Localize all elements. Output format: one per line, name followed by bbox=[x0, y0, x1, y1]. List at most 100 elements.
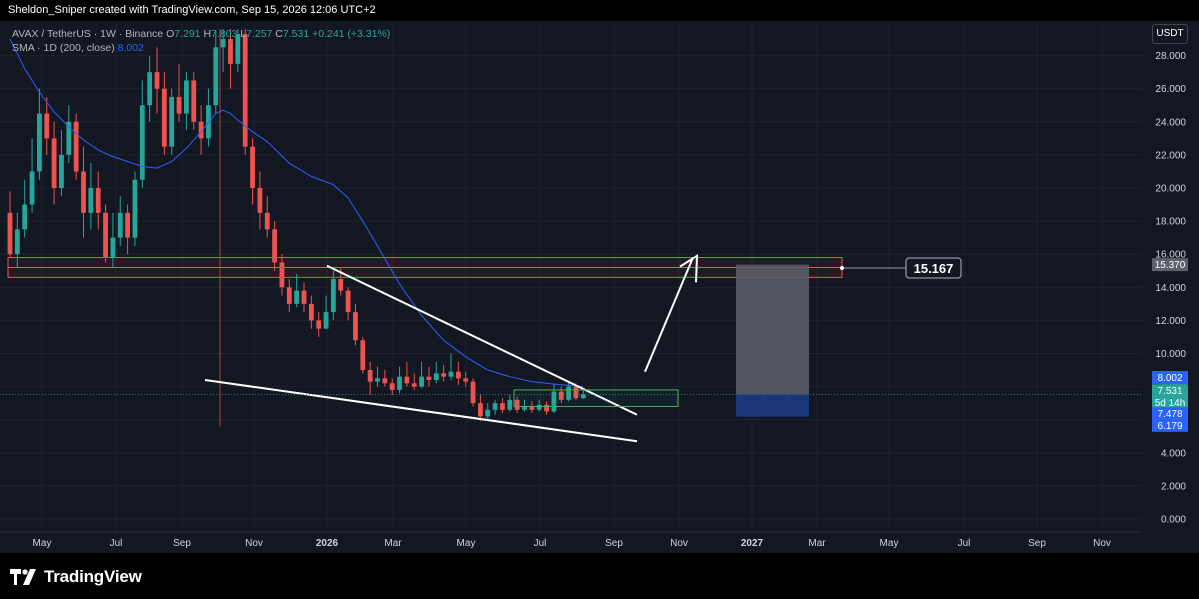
candle-body bbox=[132, 179, 138, 238]
candle-body bbox=[44, 113, 50, 139]
chart-legend: AVAX / TetherUS · 1W · Binance O7.291 H7… bbox=[12, 27, 390, 55]
tradingview-logo-icon bbox=[10, 569, 36, 585]
candle-body bbox=[103, 212, 108, 258]
candle-body bbox=[500, 403, 505, 410]
candle-body bbox=[51, 138, 57, 188]
sma-line bbox=[9, 38, 584, 388]
time-tick-label: Jul bbox=[110, 538, 123, 549]
time-tick-label: 2026 bbox=[316, 538, 339, 549]
candle-body bbox=[294, 290, 300, 304]
price-axis-bg bbox=[1142, 21, 1199, 553]
price-tick-label: 14.000 bbox=[1155, 283, 1186, 294]
time-tick-label: 2027 bbox=[741, 538, 764, 549]
candle-body bbox=[558, 391, 564, 400]
candle-body bbox=[161, 88, 167, 147]
time-tick-label: May bbox=[33, 538, 52, 549]
candle-body bbox=[279, 262, 285, 288]
price-tick-label: 24.000 bbox=[1155, 117, 1186, 128]
price-tick-label: 16.000 bbox=[1155, 250, 1186, 261]
candle-body bbox=[389, 383, 395, 390]
price-tick-label: 18.000 bbox=[1155, 217, 1186, 228]
candle-body bbox=[110, 237, 116, 258]
candles bbox=[7, 29, 586, 422]
candle-body bbox=[272, 229, 277, 263]
candle-body bbox=[360, 340, 366, 371]
candle-body bbox=[580, 394, 586, 399]
time-tick-label: Mar bbox=[384, 538, 402, 549]
candle-body bbox=[184, 80, 189, 114]
candle-body bbox=[169, 96, 175, 147]
candle-body bbox=[331, 279, 336, 313]
price-tick-label: 28.000 bbox=[1155, 51, 1186, 62]
candle-body bbox=[206, 105, 211, 139]
symbol-line[interactable]: AVAX / TetherUS · 1W · Binance bbox=[12, 28, 164, 40]
consolidation-box bbox=[513, 389, 679, 407]
time-tick-label: Mar bbox=[808, 538, 826, 549]
price-scale-tag bbox=[1152, 258, 1188, 272]
candle-body bbox=[338, 279, 344, 291]
candle-body bbox=[353, 312, 358, 341]
price-chart[interactable]: 15.167 0.0002.0004.0006.0008.00010.00012… bbox=[0, 0, 1199, 553]
candle-body bbox=[37, 113, 42, 172]
price-axis[interactable]: 0.0002.0004.0006.0008.00010.00012.00014.… bbox=[1142, 21, 1199, 553]
price-tick-label: 2.000 bbox=[1161, 481, 1186, 492]
high-value: 7.803 bbox=[211, 28, 238, 40]
brand-name: TradingView bbox=[44, 567, 142, 586]
price-tick-label: 0.000 bbox=[1161, 515, 1186, 526]
candle-body bbox=[551, 391, 557, 412]
price-tick-label: 10.000 bbox=[1155, 349, 1186, 360]
candle-body bbox=[433, 373, 439, 380]
candle-body bbox=[566, 386, 571, 400]
candle-body bbox=[316, 320, 322, 329]
candle-body bbox=[308, 303, 314, 321]
time-tick-label: Sep bbox=[605, 538, 623, 549]
candle-body bbox=[573, 386, 579, 399]
candle-body bbox=[147, 72, 153, 106]
callout-label: 15.167 bbox=[914, 261, 954, 276]
price-tick-label: 4.000 bbox=[1161, 448, 1186, 459]
candle-body bbox=[235, 34, 241, 64]
creator-text: Sheldon_Sniper created with TradingView.… bbox=[8, 4, 376, 16]
candle-body bbox=[88, 188, 94, 213]
price-tick-label: 22.000 bbox=[1155, 150, 1186, 161]
candle-body bbox=[198, 121, 204, 139]
price-scale-tag bbox=[1152, 370, 1188, 384]
candle-body bbox=[73, 121, 79, 172]
candle-body bbox=[286, 287, 292, 304]
time-axis[interactable]: May Jul Sep Nov 2026 Mar May Jul Sep Nov 2027 Mar Ma… bbox=[0, 531, 1142, 549]
candle-body bbox=[59, 154, 64, 188]
candle-body bbox=[154, 72, 160, 89]
candle-body bbox=[522, 406, 527, 410]
sma-row: SMA · 1D (200, close) 8.002 bbox=[12, 41, 390, 55]
candle-body bbox=[81, 171, 86, 213]
price-tick-label: 12.000 bbox=[1155, 316, 1186, 327]
price-scale-tag bbox=[1152, 418, 1188, 432]
candle-body bbox=[529, 406, 535, 410]
currency-badge[interactable]: USDT bbox=[1152, 24, 1188, 44]
candle-body bbox=[345, 290, 351, 313]
time-tick-label: Nov bbox=[670, 538, 688, 549]
candle-body bbox=[411, 383, 417, 387]
candle-body bbox=[507, 399, 513, 410]
candle-body bbox=[536, 404, 542, 410]
time-tick-label: May bbox=[880, 538, 899, 549]
drawings[interactable]: 15.167 bbox=[0, 253, 1142, 443]
candle-body bbox=[323, 312, 329, 329]
creator-header: Sheldon_Sniper created with TradingView.… bbox=[0, 0, 1199, 21]
footer-bar: TradingView bbox=[0, 553, 1199, 599]
price-tick-label: 20.000 bbox=[1155, 184, 1186, 195]
target-profit-box bbox=[736, 264, 809, 395]
callout-anchor bbox=[840, 265, 844, 270]
candle-body bbox=[448, 371, 454, 377]
candle-body bbox=[419, 376, 424, 387]
sma-value: 8.002 bbox=[117, 42, 144, 54]
candle-body bbox=[367, 370, 373, 382]
candle-body bbox=[176, 96, 182, 114]
candle-body bbox=[7, 212, 13, 255]
tradingview-logo[interactable]: TradingView bbox=[10, 567, 142, 587]
sma-label[interactable]: SMA · 1D (200, close) bbox=[12, 42, 115, 54]
candle-body bbox=[66, 121, 72, 155]
candle-body bbox=[95, 188, 101, 213]
